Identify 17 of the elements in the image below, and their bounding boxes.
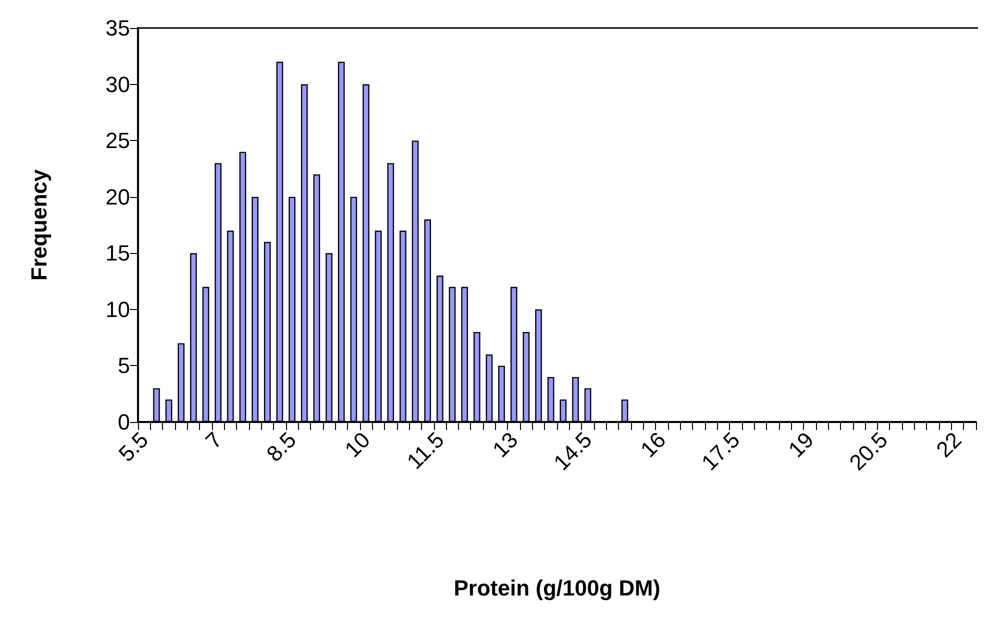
x-tick-label: 19: [783, 427, 818, 462]
x-tick-label: 13: [488, 427, 523, 462]
y-tick-label: 10: [106, 296, 130, 322]
y-tick-label: 20: [106, 184, 130, 210]
x-tick-label: 16: [636, 427, 671, 462]
x-tick-label: 7: [200, 427, 227, 454]
y-tick-label: 15: [106, 240, 130, 266]
x-tick-label: 8.5: [262, 427, 301, 466]
y-tick-label: 30: [106, 72, 130, 97]
x-axis-title: Protein (g/100g DM): [454, 576, 660, 600]
y-tick-label: 35: [106, 16, 130, 40]
x-tick-label: 10: [340, 427, 375, 462]
y-axis-title: Frequency: [26, 168, 52, 281]
y-tick-label: 5: [118, 353, 130, 378]
y-tick-label: 0: [118, 410, 130, 434]
x-tick-label: 22: [931, 427, 966, 462]
y-tick-label: 25: [106, 128, 130, 154]
